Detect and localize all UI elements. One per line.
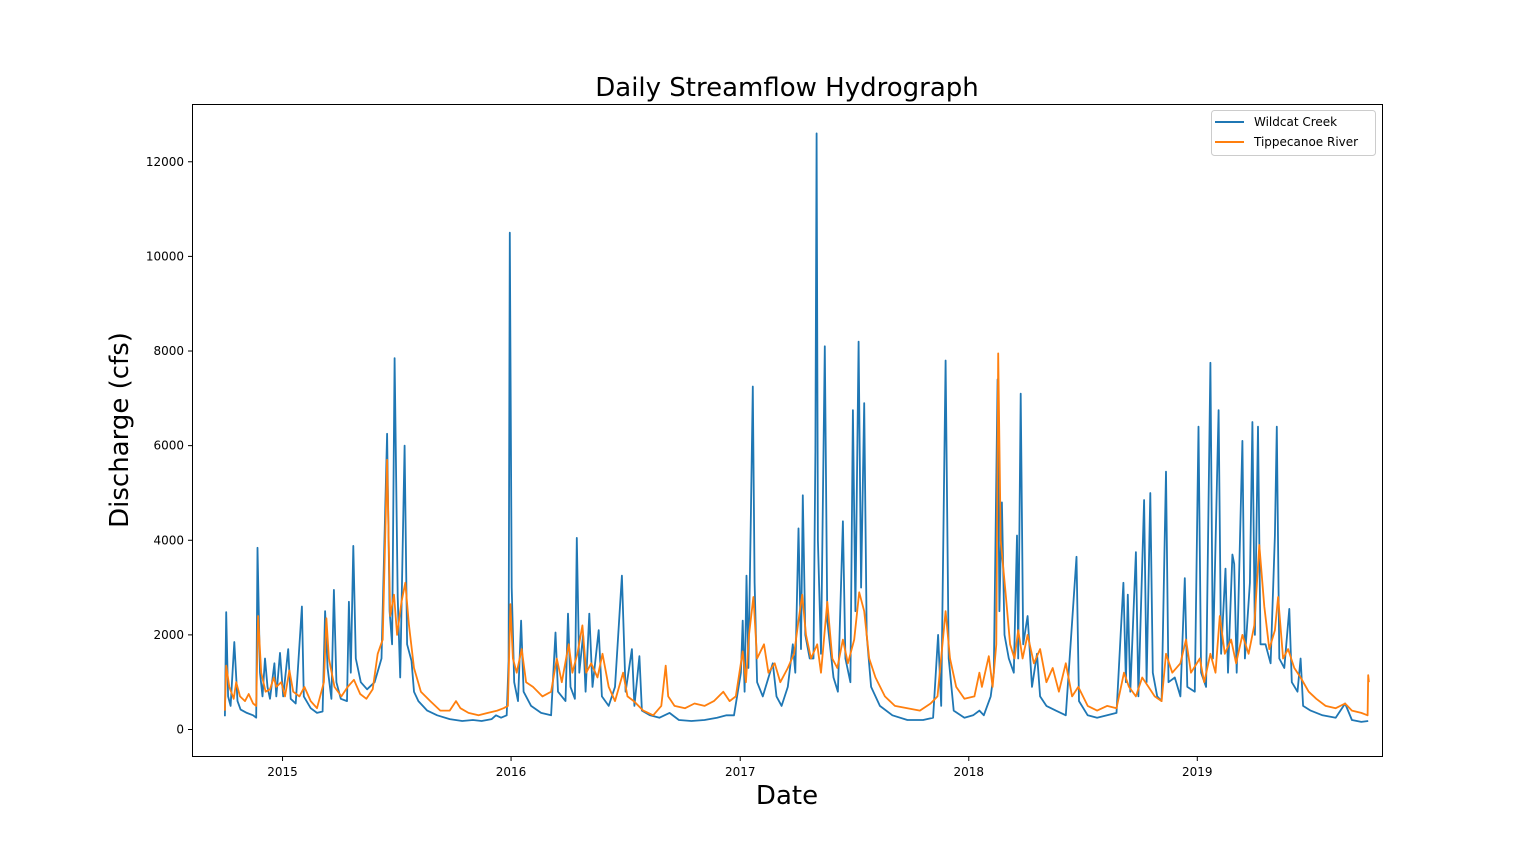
x-tick-label: 2016 <box>496 765 527 779</box>
x-tick-label: 2018 <box>953 765 984 779</box>
chart-title: Daily Streamflow Hydrograph <box>595 73 979 103</box>
x-axis: 2015 2016 2017 2018 2019 <box>267 756 1213 779</box>
plot-area <box>224 132 1370 723</box>
x-tick-label: 2019 <box>1182 765 1213 779</box>
y-axis-label: Discharge (cfs) <box>105 332 135 528</box>
y-tick-label: 12000 <box>146 155 184 169</box>
y-tick-label: 6000 <box>153 439 184 453</box>
x-axis-label: Date <box>756 781 818 811</box>
plot-frame <box>192 104 1383 757</box>
series-line-0 <box>224 132 1369 723</box>
series-line-1 <box>224 352 1370 717</box>
y-axis: 0 2000 4000 6000 8000 10000 12000 <box>146 155 193 737</box>
y-tick-label: 2000 <box>153 628 184 642</box>
y-tick-label: 0 <box>176 723 184 737</box>
x-tick-label: 2015 <box>267 765 298 779</box>
y-tick-label: 4000 <box>153 533 184 547</box>
legend-box <box>1211 110 1376 156</box>
y-tick-label: 10000 <box>146 249 184 263</box>
x-tick-label: 2017 <box>725 765 756 779</box>
legend: Wildcat Creek Tippecanoe River <box>1211 110 1376 156</box>
y-tick-label: 8000 <box>153 344 184 358</box>
legend-label: Wildcat Creek <box>1254 115 1337 129</box>
legend-label: Tippecanoe River <box>1253 135 1358 149</box>
